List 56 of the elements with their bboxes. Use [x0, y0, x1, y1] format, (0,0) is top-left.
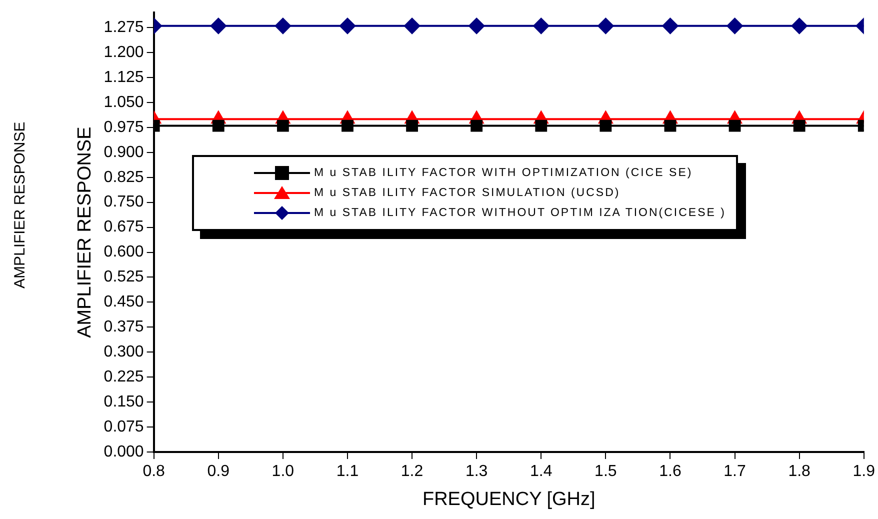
y-tick-label: 0.675 — [104, 218, 144, 236]
point — [664, 120, 676, 132]
point — [728, 120, 741, 132]
y-tick-label: 1.050 — [104, 94, 144, 111]
x-tick-label: 1.1 — [336, 463, 359, 480]
y-tick-label: 1.125 — [104, 68, 144, 86]
point — [533, 18, 550, 34]
point — [339, 18, 356, 34]
y-axis-title: AMPLIFIER RESPONSE — [74, 126, 96, 338]
point — [274, 18, 291, 34]
point — [726, 18, 743, 34]
point — [662, 18, 678, 34]
y-tick-label: 1.275 — [104, 18, 144, 36]
text: AMPLIFIER RESPONSE — [12, 122, 28, 288]
point — [598, 18, 614, 34]
x-tick-label: 1.2 — [400, 463, 424, 480]
x-tick-label: 1.6 — [659, 463, 682, 480]
point — [468, 18, 485, 34]
y-tick-label: 0.600 — [104, 244, 144, 261]
point — [212, 120, 224, 132]
y-tick-label: 0.900 — [104, 144, 144, 161]
y-tick-label: 0.450 — [104, 294, 144, 311]
y-tick-label: 0.750 — [104, 194, 144, 211]
y-tick-label: 0.525 — [104, 268, 144, 286]
x-tick-label: 1.8 — [788, 463, 811, 480]
point — [791, 18, 808, 34]
point — [342, 120, 354, 132]
x-tick-label: 1.0 — [272, 463, 294, 480]
point — [406, 120, 418, 132]
point — [404, 18, 420, 34]
point — [210, 18, 226, 34]
y-tick-label: 0.975 — [104, 118, 144, 136]
x-tick-label: 0.8 — [142, 463, 166, 480]
legend-label: M u STAB ILITY FACTOR SIMULATION (UCSD) — [314, 187, 620, 199]
point — [470, 120, 483, 132]
point — [535, 120, 548, 132]
y-tick-label: 0.225 — [104, 368, 144, 386]
x-tick-label: 1.3 — [465, 463, 488, 480]
y-tick-label: 0.300 — [104, 344, 144, 361]
x-tick-label: 0.9 — [207, 463, 230, 480]
point — [600, 120, 612, 132]
x-axis-title: FREQUENCY [GHz] — [422, 488, 596, 510]
y-tick-label: 0.075 — [104, 418, 144, 436]
x-tick-label: 1.9 — [852, 463, 876, 480]
y-tick-label: 0.375 — [104, 318, 144, 336]
point — [276, 120, 289, 132]
point — [793, 120, 806, 132]
x-tick-label: 1.7 — [724, 463, 746, 480]
x-tick-label: 1.4 — [530, 463, 552, 480]
y-tick-label: 0.150 — [104, 393, 144, 410]
legend-label: M u STAB ILITY FACTOR WITH OPTIMIZATION (CICE SE) — [314, 167, 693, 179]
y-tick-label: 1.200 — [104, 44, 144, 61]
legend-label: M u STAB ILITY FACTOR WITHOUT OPTIM IZA TION(CICESE ) — [314, 207, 726, 219]
y-tick-label: 0.825 — [104, 168, 144, 186]
y-tick-label: 0.000 — [104, 443, 144, 460]
x-tick-label: 1.5 — [594, 463, 617, 480]
